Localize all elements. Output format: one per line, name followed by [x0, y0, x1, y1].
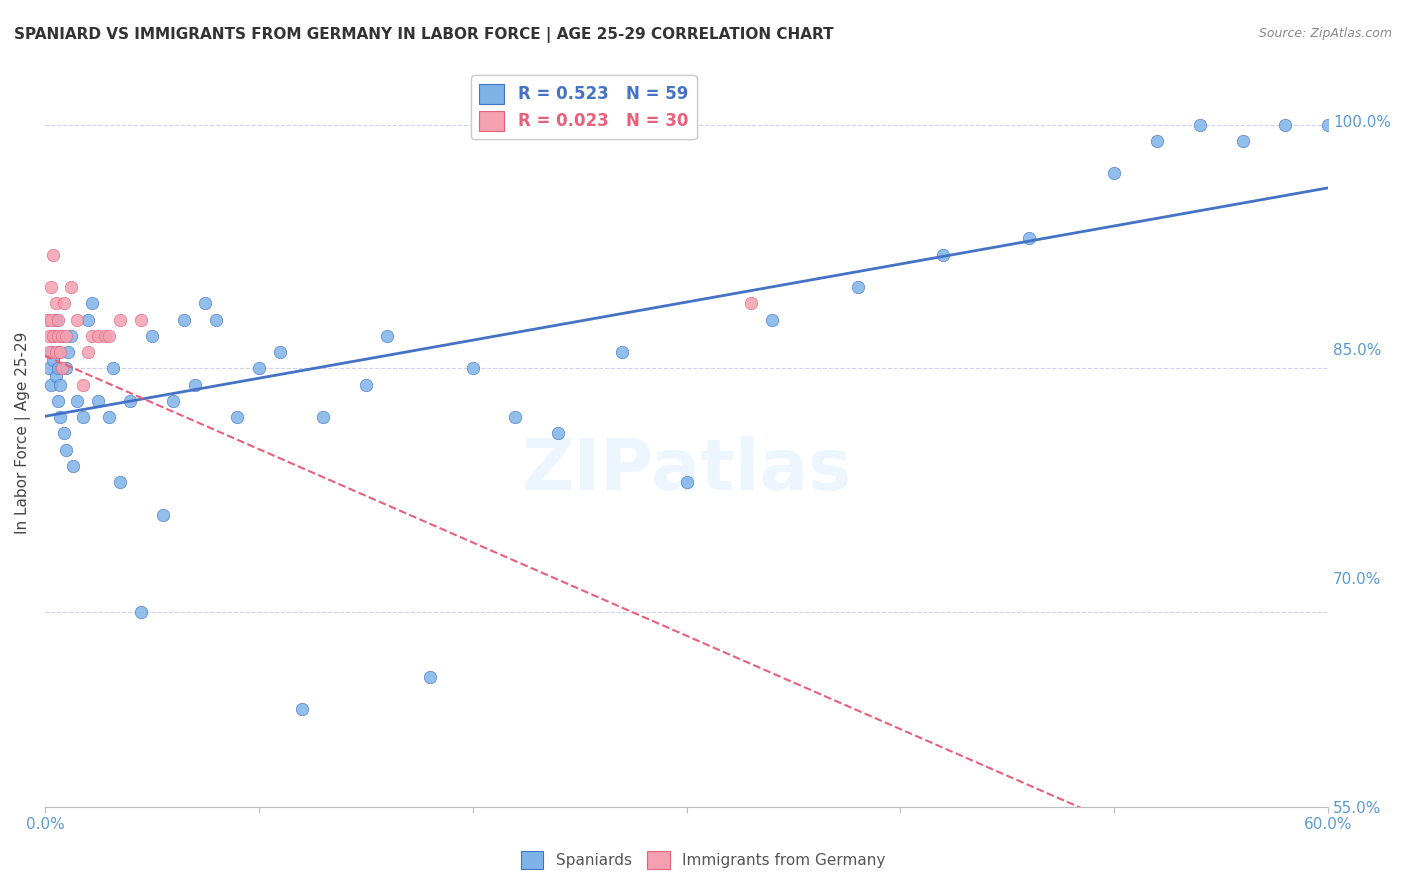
- Point: [80, 296, 103, 310]
- Point: [846, 280, 869, 294]
- Point: [46, 328, 69, 343]
- Point: [55, 361, 77, 376]
- Point: [62, 458, 84, 473]
- Point: [46, 312, 69, 326]
- Point: [39, 312, 62, 326]
- Point: [1232, 134, 1254, 148]
- Point: [76, 312, 98, 326]
- Point: [38, 361, 60, 376]
- Point: [129, 312, 152, 326]
- Point: [49, 410, 72, 425]
- Point: [35, 312, 58, 326]
- Point: [55, 328, 77, 343]
- Text: ZIPatlas: ZIPatlas: [522, 436, 852, 505]
- Point: [39, 280, 62, 294]
- Point: [183, 377, 205, 392]
- Point: [98, 410, 121, 425]
- Point: [46, 345, 69, 359]
- Point: [80, 328, 103, 343]
- Point: [59, 280, 82, 294]
- Point: [42, 247, 65, 261]
- Point: [49, 377, 72, 392]
- Point: [53, 426, 76, 441]
- Point: [526, 865, 548, 880]
- Point: [66, 312, 89, 326]
- Point: [247, 361, 270, 376]
- Point: [45, 369, 67, 384]
- Point: [51, 328, 73, 343]
- Point: [152, 508, 174, 522]
- Point: [42, 328, 65, 343]
- Point: [42, 328, 65, 343]
- Text: Source: ZipAtlas.com: Source: ZipAtlas.com: [1258, 27, 1392, 40]
- Point: [932, 247, 955, 261]
- Point: [312, 410, 335, 425]
- Point: [205, 312, 228, 326]
- Point: [51, 328, 73, 343]
- Point: [42, 353, 65, 368]
- Point: [761, 312, 783, 326]
- Point: [194, 296, 217, 310]
- Point: [141, 328, 163, 343]
- Point: [129, 605, 152, 619]
- Point: [46, 393, 69, 408]
- Point: [53, 296, 76, 310]
- Point: [675, 475, 697, 489]
- Point: [1188, 118, 1211, 132]
- Point: [39, 345, 62, 359]
- Point: [59, 328, 82, 343]
- Point: [461, 361, 484, 376]
- Point: [98, 328, 121, 343]
- Y-axis label: In Labor Force | Age 25-29: In Labor Force | Age 25-29: [15, 332, 31, 534]
- Point: [162, 393, 184, 408]
- Point: [39, 377, 62, 392]
- Point: [58, 345, 80, 359]
- Point: [547, 426, 569, 441]
- Point: [45, 312, 67, 326]
- Point: [269, 345, 291, 359]
- Point: [51, 361, 73, 376]
- Text: SPANIARD VS IMMIGRANTS FROM GERMANY IN LABOR FORCE | AGE 25-29 CORRELATION CHART: SPANIARD VS IMMIGRANTS FROM GERMANY IN L…: [14, 27, 834, 43]
- Legend: Spaniards, Immigrants from Germany: Spaniards, Immigrants from Germany: [515, 845, 891, 875]
- Point: [1146, 134, 1168, 148]
- Point: [120, 393, 142, 408]
- Point: [1018, 231, 1040, 245]
- Point: [38, 345, 60, 359]
- Point: [108, 312, 131, 326]
- Point: [103, 361, 125, 376]
- Point: [76, 345, 98, 359]
- Point: [87, 393, 110, 408]
- Point: [49, 345, 72, 359]
- Point: [1104, 166, 1126, 180]
- Point: [55, 442, 77, 457]
- Point: [290, 702, 312, 716]
- Point: [38, 328, 60, 343]
- Point: [45, 296, 67, 310]
- Point: [45, 345, 67, 359]
- Point: [505, 410, 527, 425]
- Point: [419, 670, 441, 684]
- Point: [1317, 118, 1340, 132]
- Point: [66, 393, 89, 408]
- Point: [1274, 118, 1296, 132]
- Point: [173, 312, 195, 326]
- Point: [108, 475, 131, 489]
- Point: [354, 377, 377, 392]
- Point: [375, 328, 398, 343]
- Point: [94, 328, 117, 343]
- Point: [87, 328, 110, 343]
- Point: [740, 296, 762, 310]
- Point: [72, 377, 94, 392]
- Legend: R = 0.523   N = 59, R = 0.023   N = 30: R = 0.523 N = 59, R = 0.023 N = 30: [471, 76, 696, 139]
- Point: [46, 361, 69, 376]
- Point: [72, 410, 94, 425]
- Point: [612, 345, 634, 359]
- Point: [226, 410, 249, 425]
